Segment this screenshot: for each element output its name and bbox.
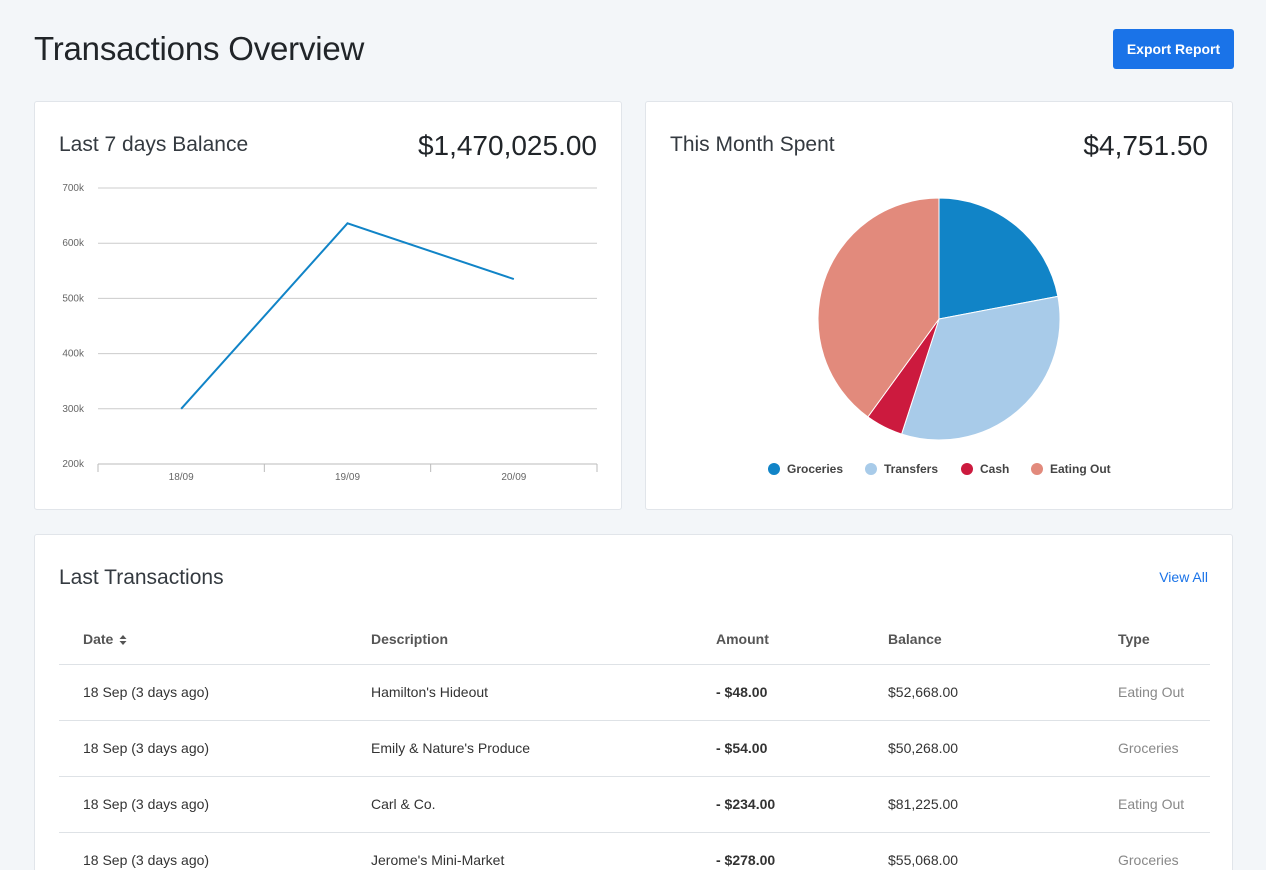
balance-card-title: Last 7 days Balance bbox=[59, 133, 249, 156]
cell-date: 18 Sep (3 days ago) bbox=[59, 776, 347, 833]
balance-amount: $1,470,025.00 bbox=[417, 130, 597, 161]
cell-type: Eating Out bbox=[1094, 664, 1210, 721]
cell-type: Groceries bbox=[1094, 720, 1210, 777]
legend-label: Eating Out bbox=[1050, 462, 1111, 476]
cell-date: 18 Sep (3 days ago) bbox=[59, 832, 347, 870]
table-header-row: Date Description Amount Balance Type bbox=[59, 615, 1210, 665]
cell-description: Carl & Co. bbox=[347, 776, 692, 833]
table-row[interactable]: 18 Sep (3 days ago) Hamilton's Hideout -… bbox=[59, 664, 1210, 721]
legend-label: Transfers bbox=[884, 462, 938, 476]
balance-line-chart: 200k 300k 400k 500k 600k 700k 18/09 19/09 20/09 bbox=[62, 183, 598, 483]
transactions-card: Last Transactions View All Date Descript… bbox=[34, 534, 1233, 870]
x-tick-label: 18/09 bbox=[169, 472, 194, 483]
cell-description: Hamilton's Hideout bbox=[347, 664, 692, 721]
legend-label: Groceries bbox=[787, 462, 843, 476]
spent-amount: $4,751.50 bbox=[1083, 130, 1208, 161]
table-row[interactable]: 18 Sep (3 days ago) Carl & Co. - $234.00… bbox=[59, 776, 1210, 833]
column-header-type: Type bbox=[1094, 615, 1210, 665]
x-tick-label: 20/09 bbox=[501, 472, 526, 483]
cell-amount: - $54.00 bbox=[692, 720, 864, 777]
legend-swatch bbox=[768, 463, 780, 475]
export-report-button[interactable]: Export Report bbox=[1113, 29, 1234, 69]
sort-icon[interactable] bbox=[119, 634, 127, 646]
pie-slice-transfers bbox=[900, 295, 1061, 441]
column-header-label: Date bbox=[83, 631, 114, 648]
column-header-amount: Amount bbox=[692, 615, 864, 665]
legend-swatch bbox=[961, 463, 973, 475]
pie-slice-groceries bbox=[938, 197, 1059, 320]
page-title: Transactions Overview bbox=[34, 30, 365, 67]
column-header-date[interactable]: Date bbox=[59, 615, 347, 665]
spent-card-title: This Month Spent bbox=[670, 133, 835, 156]
table-row[interactable]: 18 Sep (3 days ago) Emily & Nature's Pro… bbox=[59, 720, 1210, 777]
cell-type: Groceries bbox=[1094, 832, 1210, 870]
y-tick-label: 200k bbox=[62, 459, 85, 470]
legend-swatch bbox=[865, 463, 877, 475]
pie-slice-eating-out bbox=[817, 197, 940, 418]
cell-amount: - $48.00 bbox=[692, 664, 864, 721]
transactions-card-title: Last Transactions bbox=[59, 566, 224, 589]
legend-swatch bbox=[1031, 463, 1043, 475]
column-header-balance: Balance bbox=[864, 615, 1094, 665]
spent-pie-chart: Groceries Transfers Cash Eating Out bbox=[768, 197, 1111, 476]
y-tick-label: 500k bbox=[62, 293, 85, 304]
cell-type: Eating Out bbox=[1094, 776, 1210, 833]
cell-description: Jerome's Mini-Market bbox=[347, 832, 692, 870]
y-tick-label: 300k bbox=[62, 404, 85, 415]
y-tick-label: 400k bbox=[62, 349, 85, 360]
transactions-table: Date Description Amount Balance Type 18 … bbox=[59, 615, 1210, 870]
cell-amount: - $278.00 bbox=[692, 832, 864, 870]
balance-series-line bbox=[180, 222, 515, 410]
cell-date: 18 Sep (3 days ago) bbox=[59, 664, 347, 721]
y-tick-label: 600k bbox=[62, 238, 85, 249]
spent-card: This Month Spent $4,751.50 Groceries Tran… bbox=[645, 101, 1233, 510]
x-tick-label: 19/09 bbox=[335, 472, 360, 483]
column-header-description: Description bbox=[347, 615, 692, 665]
legend-label: Cash bbox=[980, 462, 1009, 476]
y-tick-label: 700k bbox=[62, 183, 85, 194]
cell-balance: $55,068.00 bbox=[864, 832, 1094, 870]
cell-description: Emily & Nature's Produce bbox=[347, 720, 692, 777]
balance-card: Last 7 days Balance $1,470,025.00 200k 30… bbox=[34, 101, 622, 510]
cell-amount: - $234.00 bbox=[692, 776, 864, 833]
table-row[interactable]: 18 Sep (3 days ago) Jerome's Mini-Market… bbox=[59, 832, 1210, 870]
cell-balance: $52,668.00 bbox=[864, 664, 1094, 721]
view-all-link[interactable]: View All bbox=[1159, 569, 1208, 585]
cell-date: 18 Sep (3 days ago) bbox=[59, 720, 347, 777]
cell-balance: $50,268.00 bbox=[864, 720, 1094, 777]
cell-balance: $81,225.00 bbox=[864, 776, 1094, 833]
